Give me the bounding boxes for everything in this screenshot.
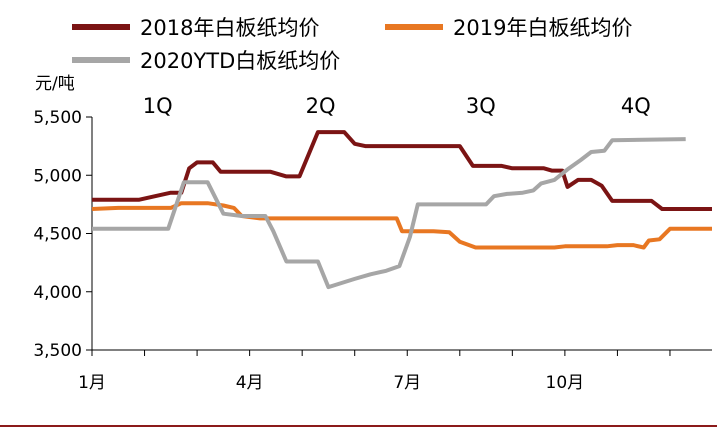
x-tick-label: 4月 — [236, 373, 264, 393]
quarter-labels: 1Q 2Q 3Q 4Q — [143, 94, 651, 118]
y-tick-label: 4,500 — [33, 225, 82, 245]
x-tick-label: 7月 — [393, 373, 421, 393]
y-tick-label: 5,000 — [33, 166, 82, 186]
series-line-2020 — [92, 137, 686, 290]
quarter-label: 3Q — [466, 94, 496, 118]
series-line-2019 — [91, 201, 712, 250]
y-axis-ticks: 3,500 4,000 4,500 5,000 5,500 — [33, 108, 92, 361]
quarter-label: 1Q — [143, 94, 173, 118]
y-tick-label: 4,000 — [33, 283, 82, 303]
series-lines — [91, 130, 712, 290]
y-tick-label: 5,500 — [33, 108, 82, 128]
axes — [91, 117, 712, 351]
x-tick-label: 1月 — [78, 373, 106, 393]
legend-label-2020: 2020YTD白板纸均价 — [140, 49, 340, 73]
y-axis-unit: 元/吨 — [35, 74, 75, 94]
x-tick-label: 10月 — [546, 373, 585, 393]
legend: 2018年白板纸均价 2019年白板纸均价 2020YTD白板纸均价 — [72, 16, 632, 73]
quarter-label: 4Q — [621, 94, 651, 118]
legend-label-2019: 2019年白板纸均价 — [453, 16, 632, 40]
y-tick-label: 3,500 — [33, 341, 82, 361]
quarter-label: 2Q — [306, 94, 336, 118]
x-axis-ticks: 1月 4月 7月 10月 — [78, 350, 671, 393]
legend-label-2018: 2018年白板纸均价 — [140, 16, 319, 40]
series-line-2018 — [92, 130, 712, 211]
